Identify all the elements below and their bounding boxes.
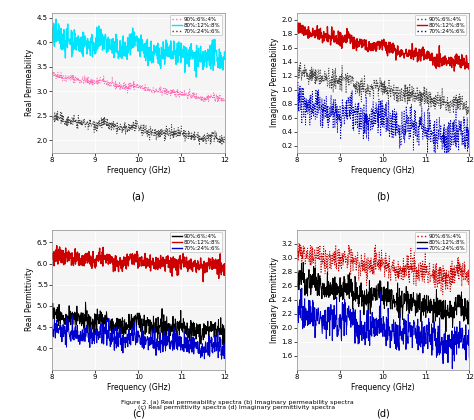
Text: Figure 2. (a) Real permeability spectra (b) Imaginary permeability spectra: Figure 2. (a) Real permeability spectra … — [120, 400, 354, 405]
Legend: 90%:6%:4%, 80%:12%:8%, 70%:24%:6%: 90%:6%:4%, 80%:12%:8%, 70%:24%:6% — [170, 232, 222, 252]
Y-axis label: Imaginary Permittivity: Imaginary Permittivity — [270, 257, 279, 343]
Text: (a): (a) — [131, 192, 145, 202]
X-axis label: Frequency (GHz): Frequency (GHz) — [107, 165, 170, 175]
X-axis label: Frequency (GHz): Frequency (GHz) — [351, 165, 415, 175]
Y-axis label: Real Permeability: Real Permeability — [25, 49, 34, 116]
Legend: 90%:6%:4%, 80%:12%:8%, 70%:24%:6%: 90%:6%:4%, 80%:12%:8%, 70%:24%:6% — [415, 232, 466, 252]
Y-axis label: Imaginary Permeability: Imaginary Permeability — [270, 38, 279, 127]
Text: (c) Real permittivity spectra (d) Imaginary permittivity spectra: (c) Real permittivity spectra (d) Imagin… — [138, 404, 336, 410]
Y-axis label: Real Permittivity: Real Permittivity — [25, 268, 34, 331]
Text: (b): (b) — [376, 192, 390, 202]
Text: (c): (c) — [132, 409, 145, 419]
X-axis label: Frequency (GHz): Frequency (GHz) — [351, 383, 415, 391]
Text: (d): (d) — [376, 409, 390, 419]
Legend: 90%:6%:4%, 80%:12%:8%, 70%:24%:6%: 90%:6%:4%, 80%:12%:8%, 70%:24%:6% — [415, 16, 466, 35]
X-axis label: Frequency (GHz): Frequency (GHz) — [107, 383, 170, 391]
Legend: 90%:6%:4%, 80%:12%:8%, 70%:24%:6%: 90%:6%:4%, 80%:12%:8%, 70%:24%:6% — [170, 16, 222, 35]
